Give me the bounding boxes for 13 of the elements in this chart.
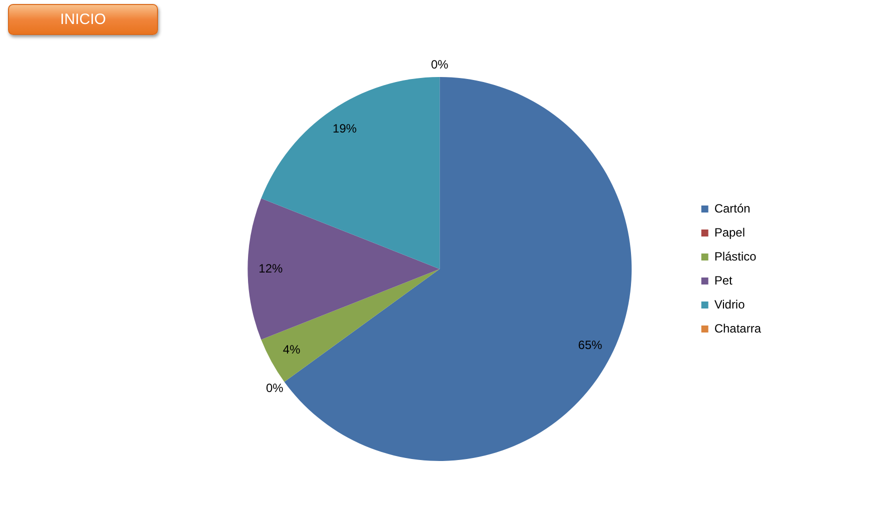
legend-label: Cartón — [714, 201, 750, 216]
legend-label: Pet — [714, 273, 733, 288]
legend-label: Vidrio — [714, 297, 746, 312]
legend-label: Papel — [714, 225, 746, 240]
legend-label: Chatarra — [714, 321, 762, 336]
data-label: 65% — [578, 338, 603, 352]
text: 0% — [430, 57, 448, 72]
data-label: 19% — [332, 122, 358, 136]
data-label: 4% — [282, 342, 301, 357]
data-label: 12% — [258, 261, 284, 276]
legend-label: Plástico — [714, 249, 757, 264]
text: INICIO — [8, 4, 158, 35]
text: 0% — [266, 381, 284, 396]
